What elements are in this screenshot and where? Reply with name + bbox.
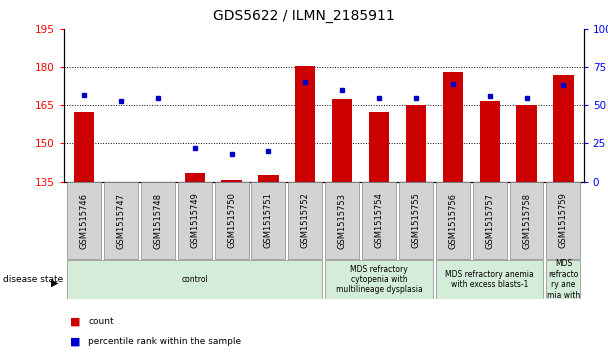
Bar xyxy=(516,105,537,182)
Bar xyxy=(472,182,506,259)
Bar xyxy=(295,66,316,182)
Text: GSM1515757: GSM1515757 xyxy=(485,192,494,249)
Text: ■: ■ xyxy=(70,316,80,326)
Bar xyxy=(332,99,352,182)
Bar xyxy=(74,112,94,182)
Text: GSM1515746: GSM1515746 xyxy=(80,192,89,249)
Bar xyxy=(480,102,500,182)
Bar xyxy=(252,182,285,259)
Bar xyxy=(547,260,581,299)
Text: GSM1515750: GSM1515750 xyxy=(227,193,236,248)
Text: control: control xyxy=(181,275,208,284)
Text: GSM1515754: GSM1515754 xyxy=(375,193,384,248)
Text: ▶: ▶ xyxy=(51,277,58,287)
Bar xyxy=(178,182,212,259)
Text: count: count xyxy=(88,317,114,326)
Text: GSM1515756: GSM1515756 xyxy=(448,192,457,249)
Bar xyxy=(141,182,175,259)
Bar xyxy=(104,182,138,259)
Bar xyxy=(221,180,242,182)
Text: MDS refractory
cytopenia with
multilineage dysplasia: MDS refractory cytopenia with multilinea… xyxy=(336,265,423,294)
Bar xyxy=(510,182,544,259)
Text: GSM1515752: GSM1515752 xyxy=(301,193,310,248)
Text: GSM1515755: GSM1515755 xyxy=(412,193,420,248)
Bar xyxy=(436,260,544,299)
Bar xyxy=(325,260,433,299)
Bar xyxy=(185,173,205,182)
Text: ■: ■ xyxy=(70,337,80,347)
Text: GSM1515749: GSM1515749 xyxy=(190,193,199,248)
Bar xyxy=(288,182,322,259)
Text: GDS5622 / ILMN_2185911: GDS5622 / ILMN_2185911 xyxy=(213,9,395,23)
Text: GSM1515758: GSM1515758 xyxy=(522,192,531,249)
Bar xyxy=(553,75,573,182)
Bar xyxy=(369,112,389,182)
Bar xyxy=(215,182,249,259)
Text: percentile rank within the sample: percentile rank within the sample xyxy=(88,338,241,346)
Bar xyxy=(67,182,101,259)
Text: disease state: disease state xyxy=(3,275,63,284)
Bar xyxy=(67,260,322,299)
Bar xyxy=(399,182,433,259)
Bar xyxy=(406,105,426,182)
Bar xyxy=(443,72,463,182)
Bar xyxy=(325,182,359,259)
Text: GSM1515748: GSM1515748 xyxy=(153,192,162,249)
Text: GSM1515751: GSM1515751 xyxy=(264,193,273,248)
Text: GSM1515747: GSM1515747 xyxy=(117,192,125,249)
Text: MDS
refracto
ry ane
mia with: MDS refracto ry ane mia with xyxy=(547,260,580,299)
Text: MDS refractory anemia
with excess blasts-1: MDS refractory anemia with excess blasts… xyxy=(445,270,534,289)
Bar xyxy=(547,182,581,259)
Bar xyxy=(258,175,278,182)
Bar xyxy=(362,182,396,259)
Text: GSM1515759: GSM1515759 xyxy=(559,193,568,248)
Bar xyxy=(436,182,470,259)
Text: GSM1515753: GSM1515753 xyxy=(337,192,347,249)
